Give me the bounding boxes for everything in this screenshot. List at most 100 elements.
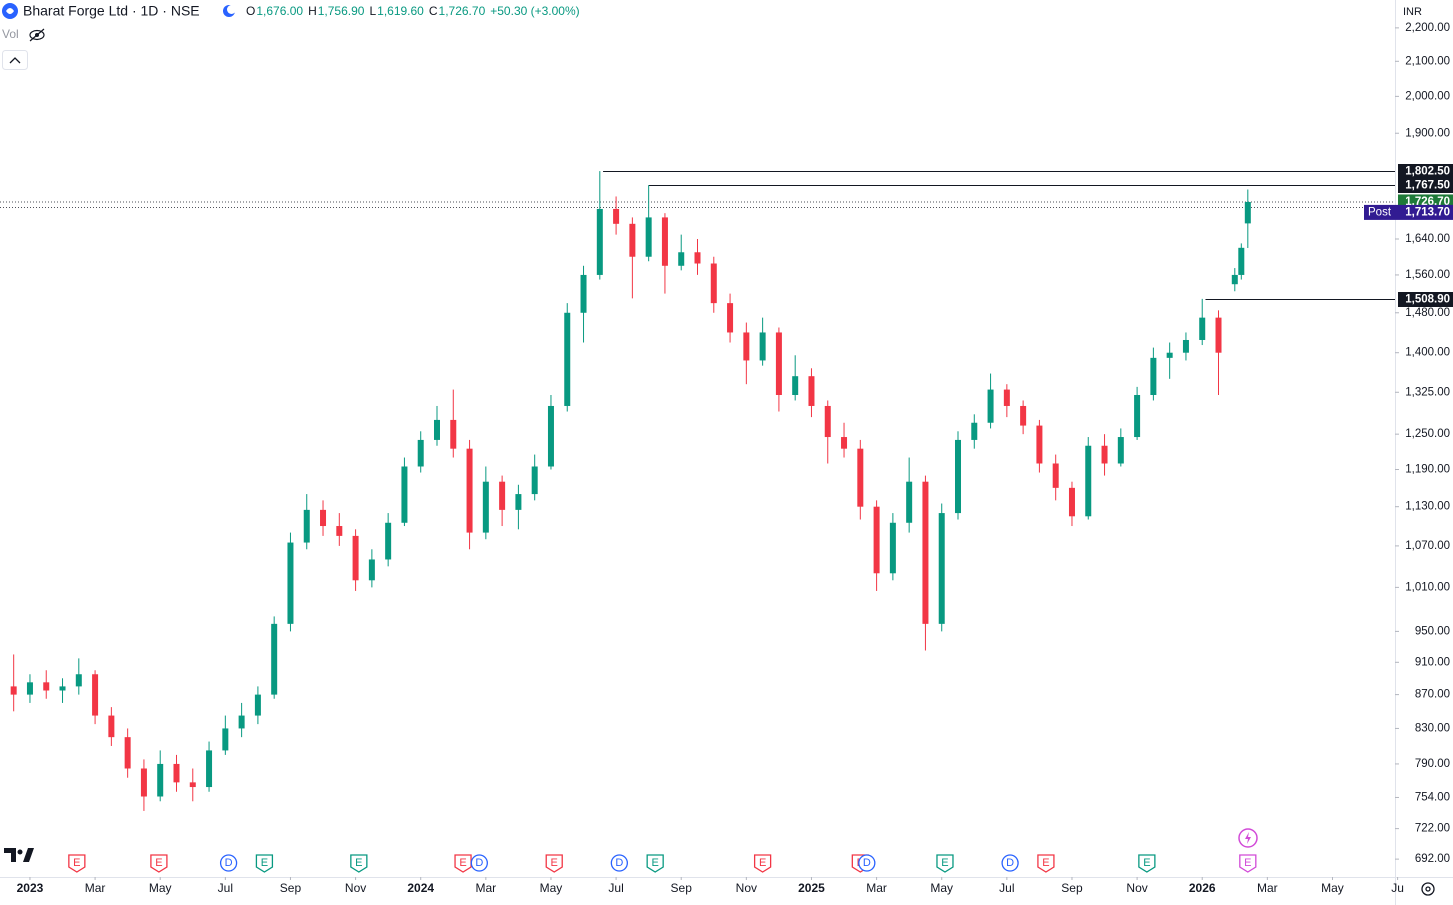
event-marker[interactable]: E <box>1037 854 1055 873</box>
candle-body <box>320 509 327 527</box>
x-tick-label: Nov <box>1126 881 1147 895</box>
event-marker[interactable]: E <box>1138 854 1156 873</box>
candle-body <box>987 389 994 423</box>
event-shape <box>150 854 168 873</box>
event-shape <box>1138 854 1156 873</box>
event-shape <box>219 854 238 872</box>
settings-icon[interactable] <box>1421 882 1435 896</box>
x-tick-label: 2025 <box>798 881 825 895</box>
event-shape <box>454 854 472 873</box>
event-marker[interactable]: D <box>1001 854 1019 872</box>
candle-body <box>336 526 343 536</box>
event-marker[interactable]: D <box>858 854 876 872</box>
event-label: E <box>1244 857 1251 869</box>
event-label: E <box>155 857 162 869</box>
event-label: D <box>225 857 233 869</box>
y-tick-label: 790.00 <box>1415 758 1450 770</box>
legend-key: H <box>308 4 317 18</box>
event-shape <box>255 854 274 873</box>
candle-body <box>417 439 424 467</box>
event-shape <box>1239 854 1257 873</box>
event-label: D <box>1006 857 1014 869</box>
candle-body <box>775 332 782 395</box>
candle-body <box>873 506 880 574</box>
event-marker[interactable]: E <box>646 854 664 873</box>
event-marker[interactable]: E <box>255 854 274 873</box>
hide-volume-icon[interactable] <box>29 28 45 42</box>
lightning-icon[interactable] <box>1238 828 1258 848</box>
event-marker[interactable]: D <box>470 854 488 872</box>
event-shape <box>1001 854 1019 872</box>
event-marker[interactable]: E <box>936 854 954 873</box>
currency-label[interactable]: INR <box>1403 6 1422 18</box>
y-tick-label: 870.00 <box>1415 689 1450 701</box>
candle-body <box>1244 201 1251 224</box>
event-label: E <box>73 857 80 869</box>
event-marker[interactable]: E <box>150 854 168 873</box>
event-marker[interactable]: D <box>219 854 238 872</box>
post-price-bg <box>1364 204 1453 220</box>
candle-body <box>352 535 359 581</box>
event-shape <box>68 854 86 873</box>
candle-body <box>808 376 815 406</box>
candle-body <box>482 481 489 533</box>
collapse-button[interactable] <box>2 50 28 70</box>
event-label: E <box>1042 857 1049 869</box>
event-marker[interactable]: E <box>545 854 563 873</box>
x-tick-label: Jul <box>218 881 233 895</box>
candle-body <box>450 419 457 449</box>
candle-body <box>661 217 668 266</box>
candle-body <box>1215 317 1222 353</box>
candle-body <box>841 437 848 449</box>
event-label: E <box>759 857 766 869</box>
legend-key: O <box>246 4 255 18</box>
candle-body <box>792 376 799 395</box>
y-tick-label: 1,010.00 <box>1405 581 1450 593</box>
candle-body <box>499 481 506 510</box>
candle-body <box>824 405 831 438</box>
y-tick-label: 1,250.00 <box>1405 428 1450 440</box>
symbol-title[interactable]: Bharat Forge Ltd · 1D · NSE <box>23 3 200 19</box>
candle-body <box>1036 425 1043 464</box>
post-price-label: 1,713.70 <box>1405 206 1450 218</box>
y-tick-label: 1,560.00 <box>1405 269 1450 281</box>
candle-body <box>92 674 99 716</box>
candle-body <box>368 559 375 581</box>
candle-body <box>694 252 701 264</box>
level-label: 1,508.90 <box>1405 294 1450 306</box>
level-label-bg <box>1398 178 1453 193</box>
event-label: E <box>459 857 466 869</box>
candle-body <box>580 274 587 313</box>
y-tick-label: 722.00 <box>1415 823 1450 835</box>
candle-body <box>401 466 408 523</box>
x-tick-label: Sep <box>671 881 693 895</box>
candle-body <box>124 737 131 769</box>
x-tick-label: 2026 <box>1189 881 1216 895</box>
candle-body <box>1238 247 1245 275</box>
event-marker[interactable]: E <box>753 854 772 873</box>
candle-body <box>1101 445 1108 464</box>
candle-body <box>238 715 245 729</box>
event-label: D <box>863 857 871 869</box>
candle-body <box>906 481 913 523</box>
candle-body <box>271 623 278 695</box>
y-tick-label: 1,640.00 <box>1405 233 1450 245</box>
event-marker[interactable]: D <box>610 854 628 872</box>
legend-value: 1,676.00 <box>256 4 303 18</box>
candle-body <box>727 303 734 333</box>
tv-logo[interactable] <box>4 848 34 862</box>
y-tick-label: 830.00 <box>1415 722 1450 734</box>
event-marker[interactable]: E <box>68 854 86 873</box>
event-marker[interactable]: E <box>454 854 472 873</box>
candle-body <box>222 728 229 751</box>
candle-body <box>1020 405 1027 426</box>
event-marker[interactable]: E <box>1239 854 1257 873</box>
event-shape <box>350 854 368 873</box>
event-marker[interactable]: E <box>350 854 368 873</box>
candle-body <box>1117 437 1124 464</box>
y-tick-label: 2,200.00 <box>1405 22 1450 34</box>
candle-body <box>26 682 33 695</box>
x-tick-label: 2024 <box>407 881 434 895</box>
